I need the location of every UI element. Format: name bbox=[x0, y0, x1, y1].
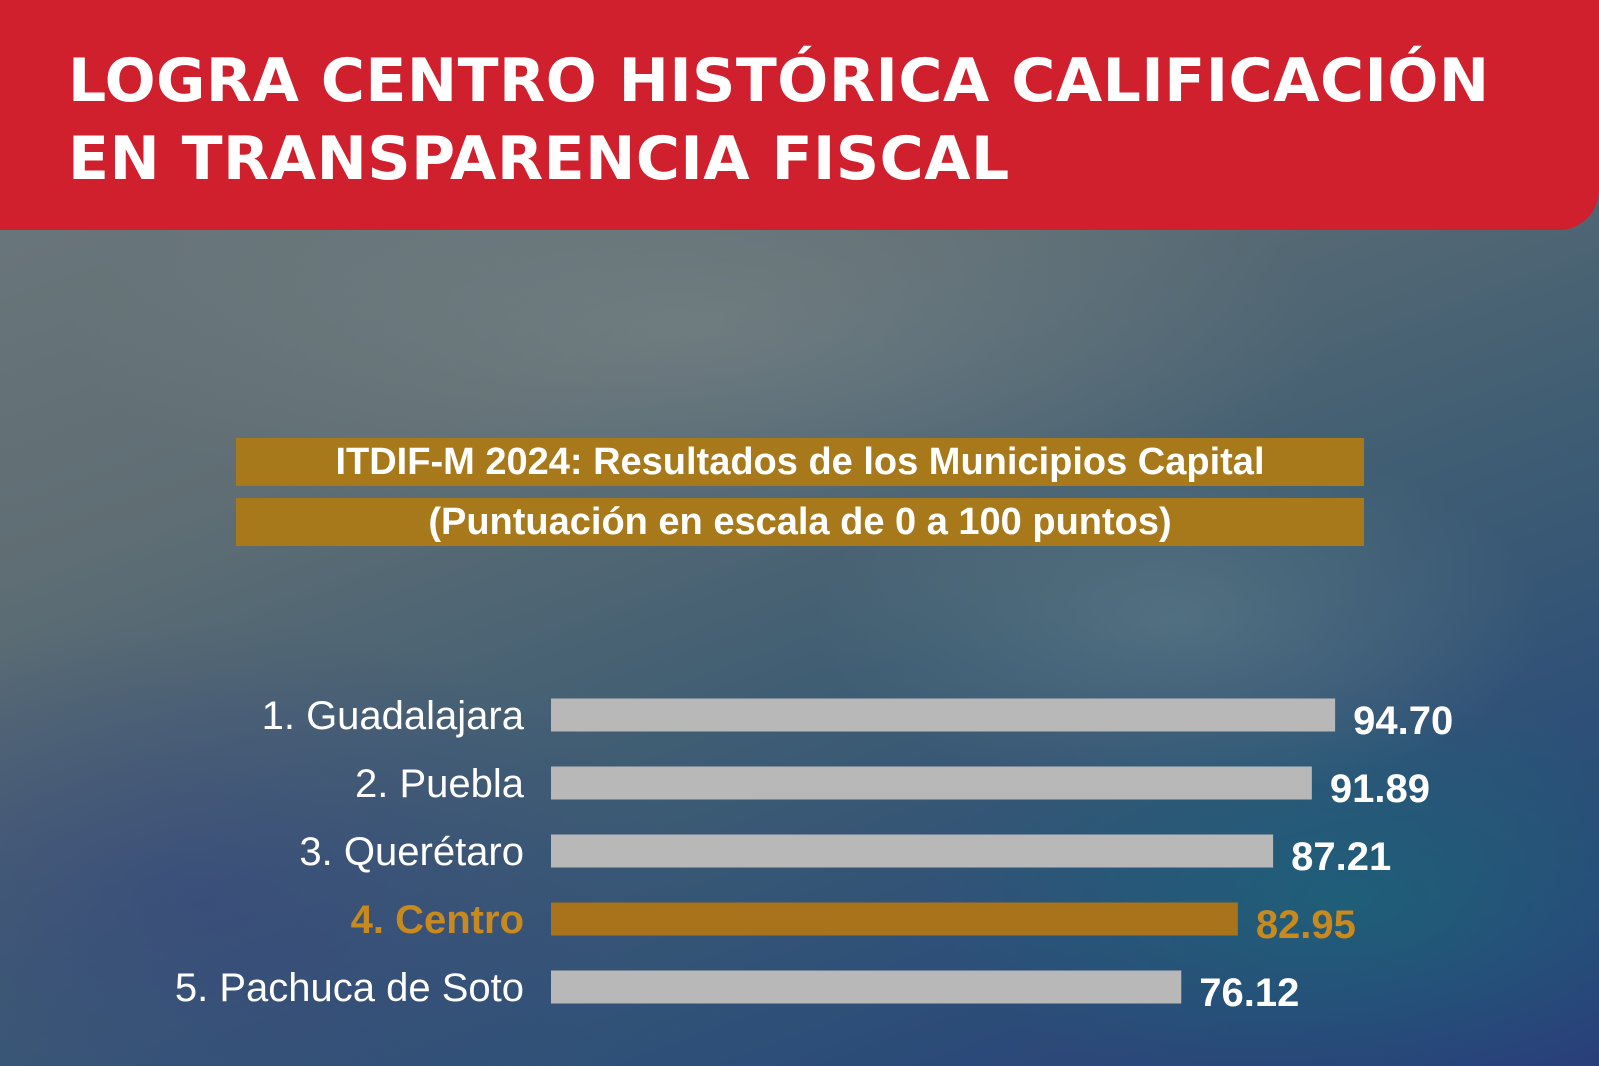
value-label: 82.95 bbox=[1256, 903, 1356, 947]
category-label: 4. Centro bbox=[351, 898, 524, 942]
bar bbox=[551, 902, 1238, 936]
page-title-line-1: LOGRA CENTRO HISTÓRICA CALIFICACIÓN bbox=[68, 46, 1490, 116]
page-title: LOGRA CENTRO HISTÓRICA CALIFICACIÓN EN T… bbox=[68, 42, 1568, 198]
chart-subtitle: (Puntuación en escala de 0 a 100 puntos) bbox=[236, 498, 1364, 546]
category-label: 2. Puebla bbox=[355, 762, 525, 806]
chart-title: ITDIF-M 2024: Resultados de los Municipi… bbox=[236, 438, 1364, 486]
bar bbox=[551, 834, 1274, 868]
value-label: 76.12 bbox=[1199, 971, 1299, 1015]
bar bbox=[551, 970, 1182, 1004]
value-label: 91.89 bbox=[1330, 767, 1430, 811]
category-label: 3. Querétaro bbox=[299, 830, 524, 874]
value-label: 87.21 bbox=[1291, 835, 1391, 879]
bar bbox=[551, 766, 1312, 800]
category-label: 1. Guadalajara bbox=[262, 694, 525, 738]
category-label: 5. Pachuca de Soto bbox=[175, 966, 524, 1010]
page-title-line-2: EN TRANSPARENCIA FISCAL bbox=[68, 124, 1010, 194]
bar bbox=[551, 698, 1336, 732]
value-label: 94.70 bbox=[1353, 699, 1453, 743]
header-banner: LOGRA CENTRO HISTÓRICA CALIFICACIÓN EN T… bbox=[0, 0, 1599, 230]
